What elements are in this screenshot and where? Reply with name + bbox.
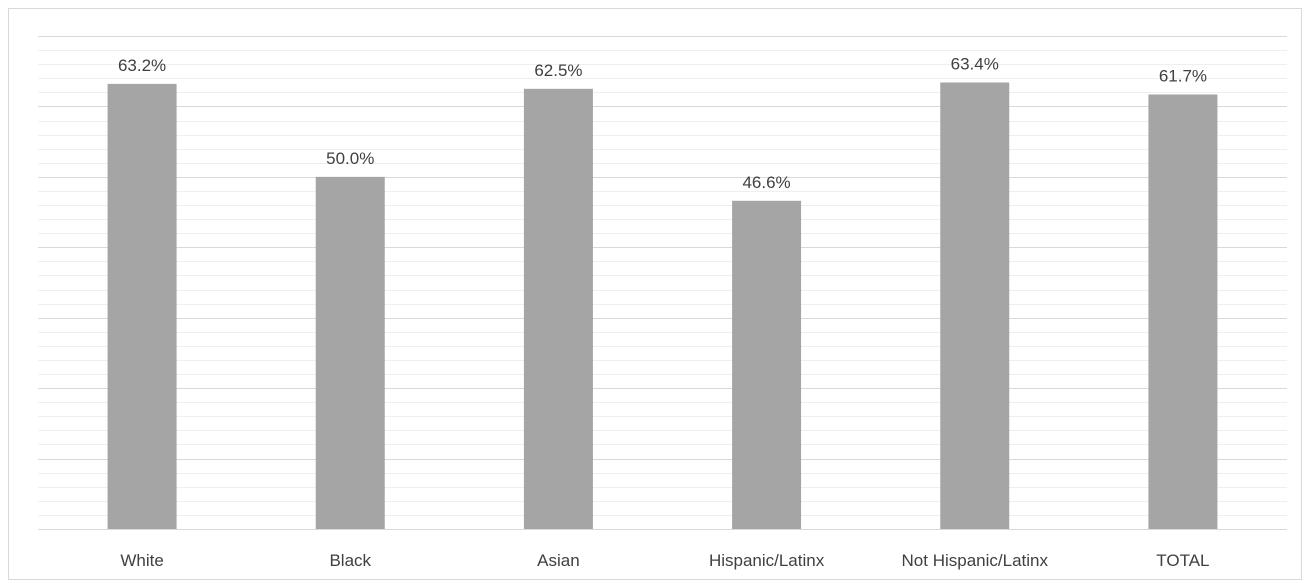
data-label: 62.5% xyxy=(534,61,582,80)
bar xyxy=(107,83,177,530)
category-label: White xyxy=(120,551,163,570)
category-label: Not Hispanic/Latinx xyxy=(902,551,1049,570)
major-gridlines xyxy=(38,36,1287,460)
category-label: Hispanic/Latinx xyxy=(709,551,825,570)
bar xyxy=(732,200,802,529)
bar xyxy=(523,88,593,530)
bar xyxy=(315,176,385,529)
data-label: 46.6% xyxy=(742,173,790,192)
bar xyxy=(940,82,1010,530)
bars-group xyxy=(107,82,1218,530)
category-label: Black xyxy=(329,551,371,570)
data-label: 63.4% xyxy=(951,54,999,73)
bar xyxy=(1148,94,1218,529)
data-label: 50.0% xyxy=(326,149,374,168)
data-label: 61.7% xyxy=(1159,66,1207,85)
minor-gridlines xyxy=(38,50,1287,516)
chart-frame xyxy=(8,8,1302,580)
category-labels-group: White Black Asian Hispanic/Latinx Not Hispan… xyxy=(120,551,1209,570)
category-label: Asian xyxy=(537,551,580,570)
data-label: 63.2% xyxy=(118,56,166,75)
category-label: TOTAL xyxy=(1156,551,1209,570)
data-labels-group: 63.2% 50.0% 62.5% 46.6% 63.4% 61.7% xyxy=(118,54,1207,191)
